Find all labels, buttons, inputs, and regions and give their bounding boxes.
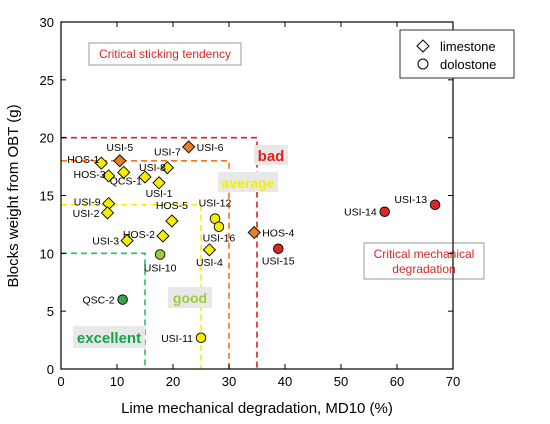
y-tick-label: 20: [40, 131, 54, 146]
x-tick-label: 20: [166, 374, 180, 389]
region-label-bad: bad: [254, 145, 288, 165]
point-label-usi-6: USI-6: [197, 142, 224, 154]
point-label-usi-7: USI-7: [154, 147, 181, 159]
y-axis-label: Blocks weight from OBT (g): [5, 104, 22, 287]
dolostone-point-usi-14: [379, 206, 390, 217]
limestone-point-usi-5: [113, 154, 127, 168]
point-label-hos-3: HOS-3: [74, 169, 106, 181]
point-label-usi-1: USI-1: [146, 188, 173, 200]
point-label-usi-16: USI-16: [203, 233, 236, 245]
point-label-usi-8: USI-8: [139, 162, 166, 174]
region-label-bad-text: bad: [258, 148, 285, 165]
x-axis-ticks: 0 10 20 30 40 50 60 70: [57, 22, 460, 389]
point-label-hos-1: HOS-1: [67, 154, 99, 166]
limestone-point-hos-3: [101, 169, 116, 183]
region-label-excellent: excellent: [73, 326, 145, 348]
annotation-line: degradation: [392, 262, 455, 276]
limestone-point-usi-2: [100, 206, 115, 220]
legend-label-dolostone: dolostone: [440, 57, 496, 72]
region-boundary-good: [61, 252, 146, 369]
limestone-point-usi-1: [152, 176, 166, 190]
limestone-point-usi-4: [202, 243, 217, 257]
point-label-usi-9: USI-9: [74, 197, 101, 209]
region-label-good-text: good: [173, 290, 207, 306]
x-tick-label: 0: [57, 374, 64, 389]
limestone-point-usi-6: [182, 140, 196, 154]
limestone-point-usi-3: [120, 233, 134, 248]
limestone-point-hos-4: [247, 225, 261, 240]
annotation-critical-sticking: Critical sticking tendency: [88, 42, 242, 66]
point-label-usi-13: USI-13: [394, 194, 427, 206]
point-label-usi-10: USI-10: [144, 262, 177, 274]
region-label-good: good: [168, 287, 212, 308]
x-tick-label: 60: [390, 374, 404, 389]
point-label-usi-15: USI-15: [262, 256, 295, 268]
dolostone-point-usi-16: [213, 221, 225, 232]
limestone-point-hos-5: [165, 214, 179, 228]
point-label-hos-4: HOS-4: [262, 228, 294, 240]
limestone-point-qcs-1: [117, 165, 131, 180]
point-label-usi-12: USI-12: [199, 198, 232, 210]
x-tick-label: 10: [110, 374, 124, 389]
region-label-average: average: [218, 172, 278, 192]
point-label-usi-5: USI-5: [106, 142, 133, 154]
point-label-usi-14: USI-14: [344, 207, 377, 219]
point-label-usi-11: USI-11: [161, 333, 193, 345]
point-label-qsc-2: QSC-2: [83, 295, 115, 307]
dolostone-point-usi-15: [273, 243, 284, 254]
region-label-excellent-text: excellent: [77, 330, 141, 347]
legend: limestone dolostone: [399, 29, 515, 79]
y-tick-label: 25: [40, 73, 54, 88]
point-label-usi-4: USI-4: [196, 257, 223, 269]
limestone-point-usi-8: [138, 170, 152, 184]
point-label-usi-2: USI-2: [73, 208, 100, 220]
data-points: [94, 140, 441, 344]
annotation-critical-degradation-text: Critical mechanical degradation: [374, 247, 475, 276]
y-tick-label: 15: [40, 189, 54, 204]
point-label-hos-2: HOS-2: [123, 229, 155, 241]
dolostone-point-usi-11: [195, 332, 207, 344]
limestone-point-hos-1: [94, 156, 108, 170]
annotation-line: Critical mechanical: [374, 247, 475, 261]
dolostone-point-usi-10: [154, 249, 166, 260]
point-label-qcs-1: QCS-1: [110, 175, 142, 187]
point-label-usi-3: USI-3: [92, 236, 119, 248]
legend-circle-icon: [417, 58, 429, 70]
y-tick-label: 5: [47, 304, 54, 319]
y-tick-label: 0: [47, 362, 54, 377]
dolostone-point-qsc-2: [117, 294, 128, 305]
legend-label-limestone: limestone: [440, 39, 496, 54]
x-axis-label: Lime mechanical degradation, MD10 (%): [121, 400, 393, 417]
x-tick-label: 30: [222, 374, 236, 389]
point-label-hos-5: HOS-5: [156, 200, 188, 212]
x-tick-label: 40: [278, 374, 292, 389]
limestone-point-hos-2: [156, 229, 170, 243]
legend-diamond-icon: [416, 39, 430, 53]
limestone-point-usi-7: [160, 161, 175, 175]
annotation-critical-degradation: Critical mechanical degradation: [363, 242, 485, 280]
y-axis-ticks: 0 5 10 15 20 25 30: [40, 15, 453, 377]
legend-box: [399, 29, 515, 79]
annotation-critical-sticking-text: Critical sticking tendency: [99, 47, 231, 61]
x-tick-label: 70: [446, 374, 460, 389]
region-boundary-bad: [61, 136, 258, 369]
y-tick-label: 10: [40, 246, 54, 261]
dolostone-point-usi-13: [429, 199, 441, 211]
region-label-average-text: average: [222, 175, 275, 191]
y-tick-label: 30: [40, 15, 54, 30]
x-tick-label: 50: [334, 374, 348, 389]
